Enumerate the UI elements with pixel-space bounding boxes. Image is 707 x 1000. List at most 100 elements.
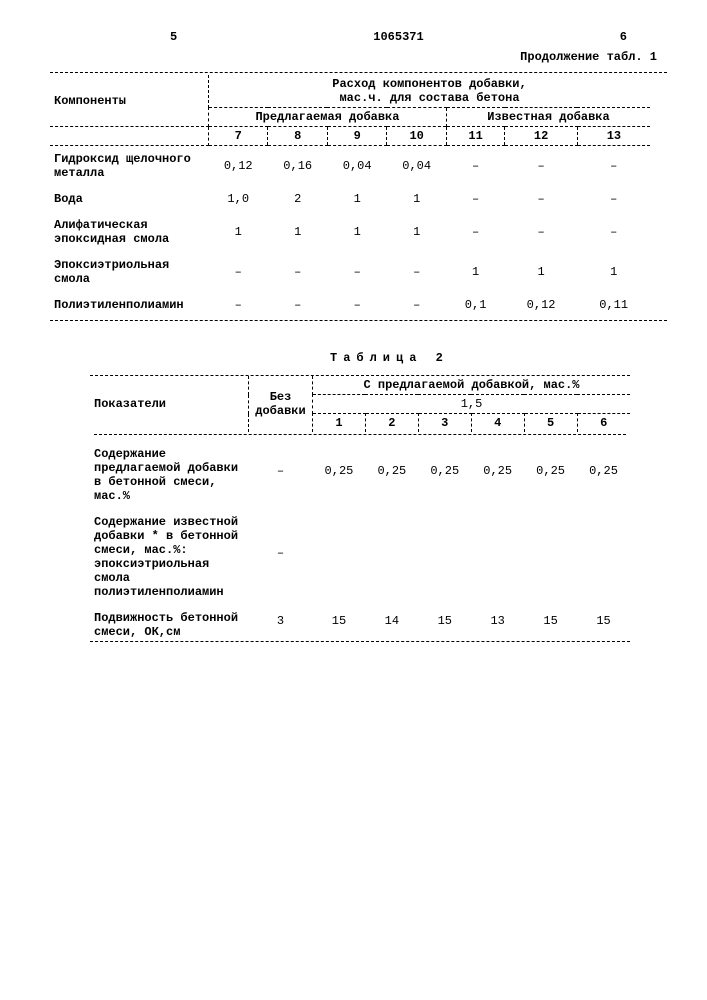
page-marker-left: 5	[170, 30, 177, 44]
table2-cell	[524, 505, 577, 601]
table1-row-label: Алифатическая эпоксидная смола	[50, 212, 209, 252]
table1-superheader: Расход компонентов добавки, мас.ч. для с…	[209, 75, 651, 108]
table1-cell: 1	[327, 186, 386, 212]
table1-cell: –	[209, 292, 268, 318]
doc-number: 1065371	[373, 30, 423, 44]
table2-col-2: 2	[365, 414, 418, 433]
table1-col-13: 13	[577, 127, 650, 146]
table2-cell: 3	[249, 601, 313, 641]
table2-row: Содержание предлагаемой добавки в бетонн…	[90, 437, 630, 505]
table2-col-bez: Без добавки	[249, 376, 313, 432]
table1-row: Эпоксиэтриольная смола – – – – 1 1 1	[50, 252, 650, 292]
table1-cell: 1	[446, 252, 504, 292]
table1-superheader-l2: мас.ч. для состава бетона	[339, 91, 519, 105]
table2-cell: 15	[313, 601, 366, 641]
table2-superheader: С предлагаемой добавкой, мас.%	[313, 376, 631, 395]
table1-cell: 2	[268, 186, 327, 212]
table1-superheader-l1: Расход компонентов добавки,	[332, 77, 526, 91]
table1-cell: –	[268, 252, 327, 292]
table1-row-label: Эпоксиэтриольная смола	[50, 252, 209, 292]
table2-cell: 15	[524, 601, 577, 641]
continuation-label: Продолжение табл. 1	[50, 50, 667, 64]
table2-col-1: 1	[313, 414, 366, 433]
table1-row: Вода 1,0 2 1 1 – – –	[50, 186, 650, 212]
table2-col-3: 3	[418, 414, 471, 433]
table2-cell: 0,25	[471, 437, 524, 505]
table1-cell: 0,16	[268, 146, 327, 187]
table2-cell: –	[249, 505, 313, 601]
table2-row: Подвижность бетонной смеси, ОК,см 3 15 1…	[90, 601, 630, 641]
page-root: 5 1065371 6 Продолжение табл. 1 Компонен…	[0, 0, 707, 1000]
table2-cell: 0,25	[418, 437, 471, 505]
table2-row-label: Содержание предлагаемой добавки в бетонн…	[90, 437, 249, 505]
table2-cell	[418, 505, 471, 601]
table2-cell	[471, 505, 524, 601]
table1-row: Алифатическая эпоксидная смола 1 1 1 1 –…	[50, 212, 650, 252]
table1-cell: 0,04	[327, 146, 386, 187]
table1-col-9: 9	[327, 127, 386, 146]
table1-cell: –	[327, 292, 386, 318]
table1-cell: –	[505, 186, 578, 212]
table2-bottom-rule	[90, 641, 630, 642]
table1-cell: 1	[209, 212, 268, 252]
table2-cell: 0,25	[365, 437, 418, 505]
table1-top-rule	[50, 72, 667, 73]
table1-cell: –	[577, 186, 650, 212]
table2-cell	[365, 505, 418, 601]
table1-cell: 0,04	[387, 146, 447, 187]
table1-cell: 0,1	[446, 292, 504, 318]
table1-cell: –	[387, 292, 447, 318]
table1-cell: –	[577, 212, 650, 252]
table1-cell: 0,11	[577, 292, 650, 318]
table1-col-7: 7	[209, 127, 268, 146]
table1-cell: –	[387, 252, 447, 292]
table1-cell: –	[446, 212, 504, 252]
table2: Показатели Без добавки С предлагаемой до…	[90, 376, 630, 641]
table1-cell: –	[505, 146, 578, 187]
table1-corner: Компоненты	[50, 75, 209, 127]
table2-cell	[313, 505, 366, 601]
table1-cell: 1	[387, 212, 447, 252]
table2-cell: 14	[365, 601, 418, 641]
table1-group-b: Известная добавка	[446, 108, 650, 127]
table1-cell: –	[446, 146, 504, 187]
table2-col-4: 4	[471, 414, 524, 433]
table2-midheader: 1,5	[313, 395, 631, 414]
table2-corner: Показатели	[90, 376, 249, 432]
table1-cell: 1	[505, 252, 578, 292]
table1-cell: 1	[387, 186, 447, 212]
table1-cell: 1	[577, 252, 650, 292]
table1-row: Гидроксид щелочного металла 0,12 0,16 0,…	[50, 146, 650, 187]
table2-cell: 13	[471, 601, 524, 641]
page-marker-right: 6	[620, 30, 627, 44]
table2-wrap: Показатели Без добавки С предлагаемой до…	[90, 375, 630, 642]
table2-row: Содержание известной добавки * в бетонно…	[90, 505, 630, 601]
table1-cell: –	[268, 292, 327, 318]
table1-cell: –	[577, 146, 650, 187]
table2-row-label: Содержание известной добавки * в бетонно…	[90, 505, 249, 601]
table1-row-label: Гидроксид щелочного металла	[50, 146, 209, 187]
table1-row: Полиэтиленполиамин – – – – 0,1 0,12 0,11	[50, 292, 650, 318]
table1-cell: –	[505, 212, 578, 252]
table2-cell: 0,25	[577, 437, 630, 505]
table2-cell: 0,25	[524, 437, 577, 505]
table1-col-11: 11	[446, 127, 504, 146]
table1-col-10: 10	[387, 127, 447, 146]
table1-col-8: 8	[268, 127, 327, 146]
table2-cell: 0,25	[313, 437, 366, 505]
table1-row-label: Вода	[50, 186, 209, 212]
table1-cell: 1	[327, 212, 386, 252]
table2-row-label: Подвижность бетонной смеси, ОК,см	[90, 601, 249, 641]
table1-cell: 1	[268, 212, 327, 252]
table1-cell: 0,12	[505, 292, 578, 318]
table1-group-a: Предлагаемая добавка	[209, 108, 447, 127]
table1-bottom-rule	[50, 320, 667, 321]
table2-cell: –	[249, 437, 313, 505]
table2-col-6: 6	[577, 414, 630, 433]
table1: Компоненты Расход компонентов добавки, м…	[50, 75, 650, 318]
table2-col-5: 5	[524, 414, 577, 433]
table1-cell: –	[446, 186, 504, 212]
table1-cell: 1,0	[209, 186, 268, 212]
header-line: 5 1065371 6	[50, 30, 667, 44]
table2-caption: Таблица 2	[330, 351, 667, 365]
